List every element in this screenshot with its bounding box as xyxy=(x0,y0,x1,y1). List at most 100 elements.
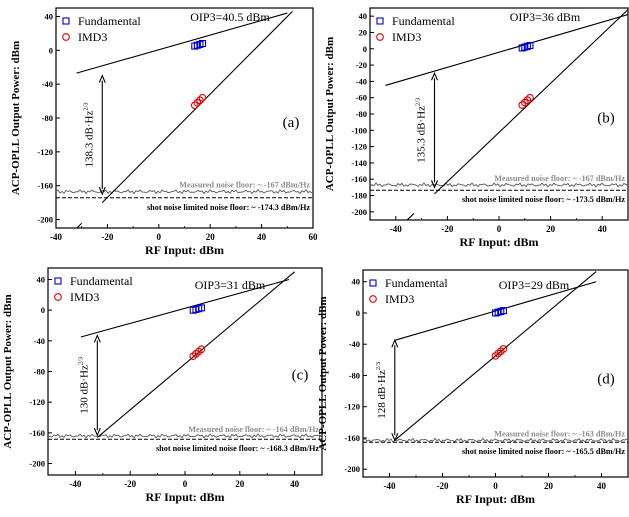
legend-square-icon xyxy=(376,17,384,25)
oip3-label: OIP3=40.5 dBm xyxy=(190,10,270,24)
x-tick-label: 60 xyxy=(309,232,319,242)
fundamental-point xyxy=(197,304,205,312)
fundamental-fit-line xyxy=(80,278,290,338)
legend-circle-icon xyxy=(54,293,62,301)
y-tick-label: -80 xyxy=(349,370,360,380)
y-tick-label: -120 xyxy=(351,142,367,152)
y-tick-label: -20 xyxy=(356,60,367,70)
oip3-label: OIP3=31 dBm xyxy=(195,278,266,292)
y-tick-label: -160 xyxy=(29,428,45,438)
imd3-fit-line xyxy=(434,9,628,195)
x-tick-label: 20 xyxy=(206,232,216,242)
imd3-point xyxy=(499,345,508,353)
legend: Fundamental IMD3 xyxy=(369,276,448,306)
legend: Fundamental IMD3 xyxy=(62,14,141,44)
y-tick-label: -180 xyxy=(351,191,367,201)
shot-noise-floor-label: shot noise limited noise floor: ~ -173.5… xyxy=(462,195,625,204)
y-tick-label: -60 xyxy=(356,93,367,103)
sfdr-arrow-head-down xyxy=(98,186,106,196)
plot-area xyxy=(370,9,628,220)
measured-noise-floor-line xyxy=(56,188,313,195)
panel-label: (d) xyxy=(597,372,615,388)
y-tick-label: -40 xyxy=(349,339,360,349)
y-axis-label: ACP-OPLL Output Power: dBm xyxy=(317,296,329,450)
fundamental-point xyxy=(526,41,534,50)
imd3-point xyxy=(193,98,202,107)
legend-label-fundamental: Fundamental xyxy=(392,14,455,28)
measured-noise-floor-label: Measured noise floor: ~ -163 dBm/Hz xyxy=(494,429,625,438)
legend-square-icon xyxy=(369,279,377,287)
y-tick-label: -120 xyxy=(37,147,53,157)
imd3-point xyxy=(518,101,527,109)
measured-noise-floor-line xyxy=(370,182,628,188)
legend-label-fundamental: Fundamental xyxy=(385,276,448,290)
y-tick-label: 0 xyxy=(49,45,53,55)
measured-noise-floor-line xyxy=(363,437,628,443)
x-tick-label: -20 xyxy=(441,224,453,234)
x-tick-label: -40 xyxy=(50,232,62,242)
legend-label-imd3: IMD3 xyxy=(70,290,99,304)
y-tick-label: 40 xyxy=(352,277,361,287)
y-axis-label: ACP-OPLL Output Power: dBm xyxy=(324,37,336,191)
y-tick-label: -160 xyxy=(344,433,360,443)
plot-area xyxy=(363,271,628,443)
legend-label-fundamental: Fundamental xyxy=(70,274,133,288)
x-tick-label: -20 xyxy=(101,232,113,242)
y-tick-label: -160 xyxy=(351,174,367,184)
x-tick-label: 20 xyxy=(235,479,245,489)
x-tick-label: 0 xyxy=(157,232,162,242)
chart-panel-b: -40 -20 0 20 4040200-20-40-60-80-100-120-140… xyxy=(324,7,629,249)
legend-label-imd3: IMD3 xyxy=(78,30,107,44)
y-tick-label: 0 xyxy=(41,305,45,315)
y-tick-label: -200 xyxy=(344,464,360,474)
imd3-point xyxy=(196,96,204,105)
imd3-point xyxy=(520,98,529,107)
y-tick-label: -80 xyxy=(34,367,45,377)
y-tick-label: -40 xyxy=(356,76,367,86)
fundamental-fit-line xyxy=(76,12,288,74)
y-tick-label: 40 xyxy=(359,11,368,21)
y-tick-label: -160 xyxy=(37,181,53,191)
y-tick-label: -40 xyxy=(42,79,53,89)
sfdr-label: 130 dB·Hz2/3 xyxy=(77,357,90,414)
sfdr-arrow-head-down xyxy=(430,180,439,189)
y-tick-label: 20 xyxy=(359,27,368,37)
y-tick-label: -120 xyxy=(344,402,360,412)
shot-noise-floor-label: shot noise limited noise floor: ~ -168.3… xyxy=(156,444,319,453)
x-tick-label: -20 xyxy=(437,481,449,491)
y-tick-label: 40 xyxy=(45,11,54,21)
fundamental-fit-line xyxy=(385,13,628,86)
sfdr-label: 128 dB·Hz2/3 xyxy=(375,362,388,419)
panel-label: (c) xyxy=(292,368,309,384)
sfdr-label: 138.3 dB·Hz2/3 xyxy=(82,102,95,167)
x-tick-label: 40 xyxy=(257,232,267,242)
x-tick-label: 40 xyxy=(597,481,607,491)
measured-noise-floor-label: Measured noise floor: ~ -167 dBm/Hz xyxy=(179,181,310,190)
sfdr-arrow-head-up xyxy=(430,71,439,81)
y-tick-label: -100 xyxy=(351,125,367,135)
legend-square-icon xyxy=(54,277,62,285)
measured-noise-floor-label: Measured noise floor: ~ -164 dBm/Hz xyxy=(188,425,319,434)
plot-area xyxy=(48,271,322,440)
oip3-label: OIP3=29 dBm xyxy=(499,278,570,292)
y-tick-label: 40 xyxy=(37,275,46,285)
imd3-fit-line-extension xyxy=(406,213,415,220)
x-tick-label: -40 xyxy=(69,479,81,489)
y-axis-label: ACP-OPLL Output Power: dBm xyxy=(2,294,14,448)
x-tick-label: 0 xyxy=(497,224,502,234)
imd3-point xyxy=(197,345,206,354)
sfdr-label: 135.3 dB·Hz2/3 xyxy=(415,98,428,163)
sfdr-arrow-head-up xyxy=(391,338,399,348)
x-tick-label: 40 xyxy=(598,224,608,234)
x-tick-label: -40 xyxy=(390,224,402,234)
legend: Fundamental IMD3 xyxy=(54,274,133,304)
sfdr-arrow-head-up xyxy=(93,334,101,343)
y-tick-label: -80 xyxy=(42,113,53,123)
shot-noise-floor-label: shot noise limited noise floor: ~ -174.3… xyxy=(147,203,310,212)
y-tick-label: -80 xyxy=(356,109,367,119)
sfdr-arrow-head-down xyxy=(93,427,101,437)
measured-noise-floor-line xyxy=(48,433,322,439)
